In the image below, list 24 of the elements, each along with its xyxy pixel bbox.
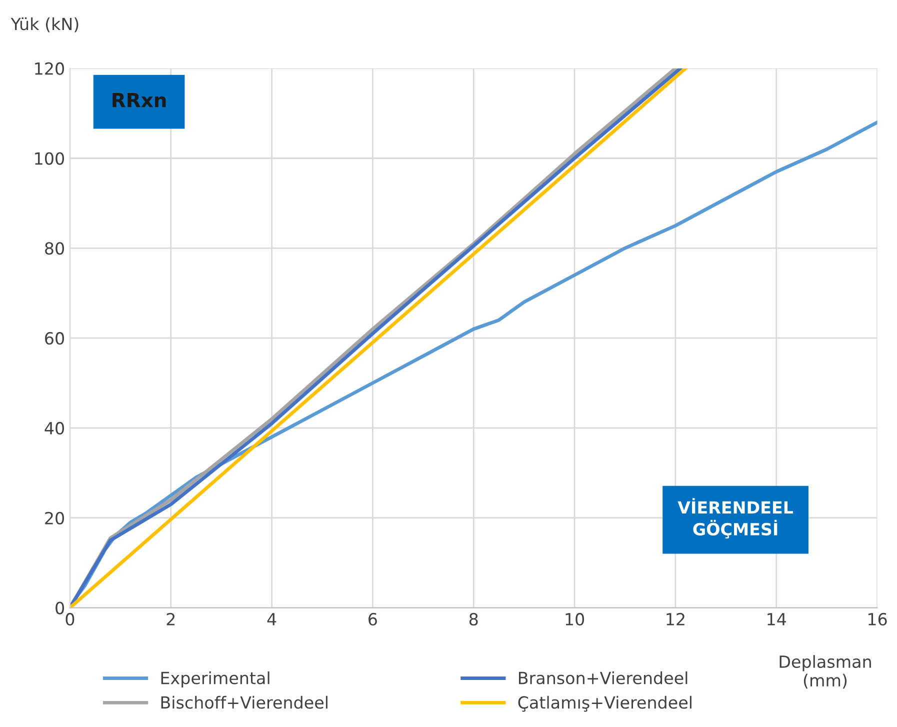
legend-label: Experimental [161,671,270,688]
y-tick-label: 20 [45,512,64,524]
y-axis-title: Yük (kN) [10,17,78,32]
annotation: VİERENDEEL GÖÇMESİ [678,498,794,539]
x-tick-label: 0 [66,612,74,626]
y-tick-label: 120 [35,62,64,75]
x-tick-label: 10 [566,612,584,626]
legend-label: Branson+Vierendeel [518,671,688,684]
x-tick-label: 12 [666,612,684,626]
y-tick-label: 0 [56,602,64,614]
y-tick-label: 40 [44,422,64,435]
legend-label: Bischoff+Vierendeel [161,696,328,709]
x-tick-label: 6 [368,612,377,626]
legend-label: Çatlamış+Vierendeel [518,696,692,712]
x-tick-label: 16 [868,612,887,626]
y-tick-label: 60 [45,332,64,345]
y-tick-label: 100 [35,152,64,165]
annotation: RRxn [112,92,166,108]
x-tick-label: 14 [768,613,786,626]
x-axis-title: Deplasman (mm) [780,655,871,689]
y-tick-label: 80 [45,242,64,255]
x-tick-label: 4 [267,613,276,626]
x-tick-label: 2 [166,612,175,626]
x-tick-label: 8 [469,612,478,626]
